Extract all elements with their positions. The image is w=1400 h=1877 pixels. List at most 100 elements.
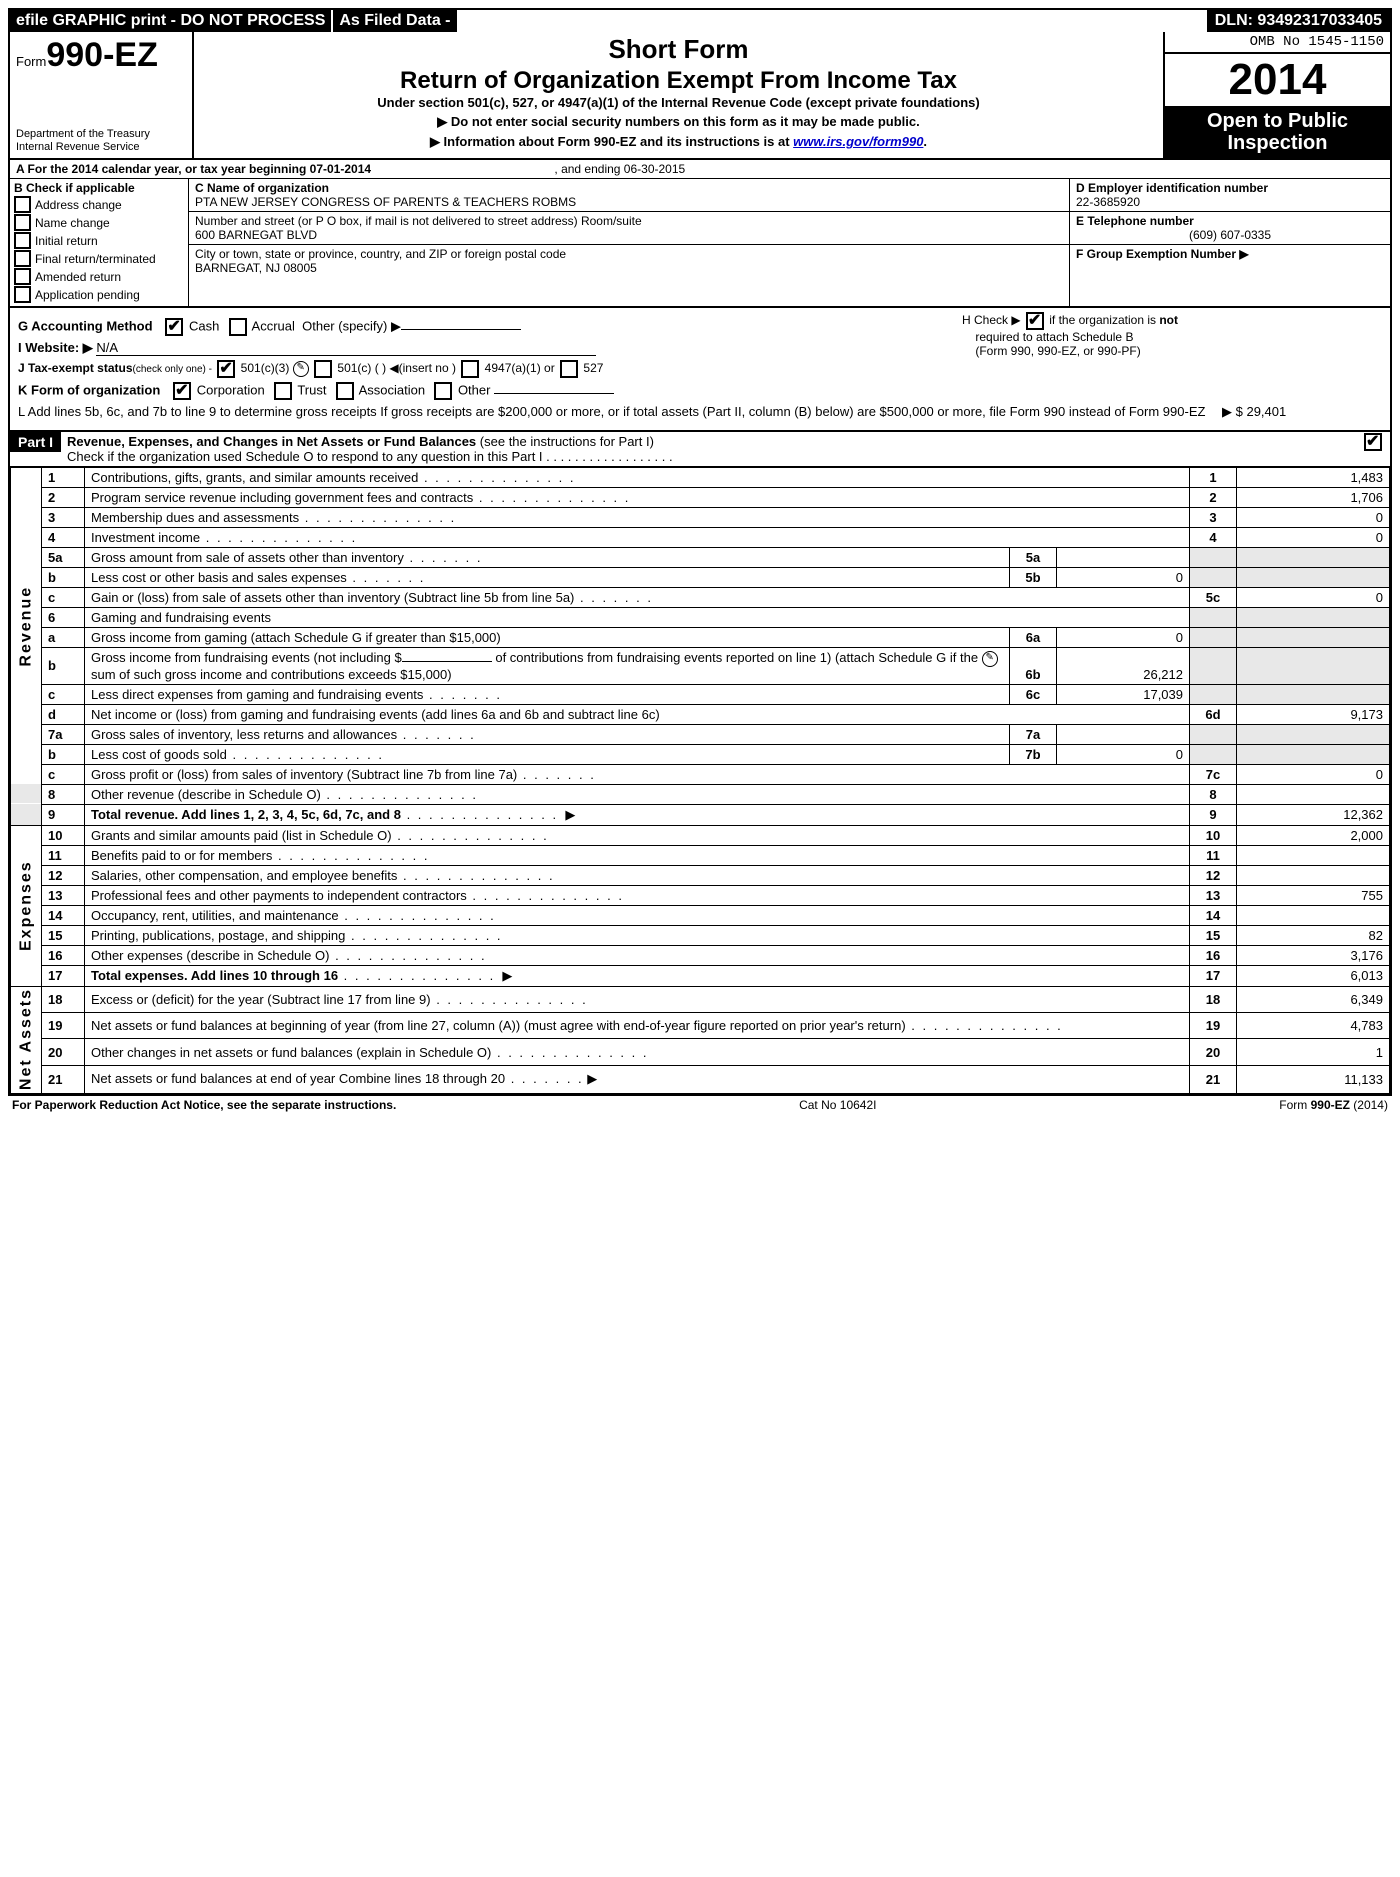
form-title: Return of Organization Exempt From Incom… [202,67,1155,95]
table-row: 19 Net assets or fund balances at beginn… [11,1013,1390,1039]
header-left: Form990-EZ Department of the Treasury In… [10,32,194,158]
j-527-checkbox[interactable] [560,360,578,378]
irs-link[interactable]: www.irs.gov/form990 [793,134,923,149]
checkbox-icon [14,214,31,231]
part1-header: Part I Revenue, Expenses, and Changes in… [10,431,1390,467]
line-value: 0 [1237,764,1390,784]
i-value: N/A [96,340,596,356]
header: Form990-EZ Department of the Treasury In… [10,32,1390,160]
line-num: 9 [42,804,85,825]
line-value: 755 [1237,885,1390,905]
tax-year: 2014 [1165,54,1390,106]
table-row: 15 Printing, publications, postage, and … [11,925,1390,945]
j-4947-checkbox[interactable] [461,360,479,378]
part1-title: Revenue, Expenses, and Changes in Net As… [67,434,476,449]
line-desc: Gross sales of inventory, less returns a… [91,727,397,742]
line-value: 1 [1237,1039,1390,1065]
omb-number: OMB No 1545-1150 [1165,32,1390,54]
note-ssn: Do not enter social security numbers on … [202,114,1155,130]
checkbox-icon [14,250,31,267]
chk-initial-return[interactable]: Initial return [14,232,184,249]
line-num: 6 [42,608,85,628]
i-label: I Website: ▶ [18,340,93,355]
c-city-label: City or town, state or province, country… [195,247,566,261]
k-trust-checkbox[interactable] [274,382,292,400]
topbar-spacer [503,10,1207,32]
row-a-ending: , and ending 06-30-2015 [554,162,685,176]
part1-scheduleo-checkbox[interactable] [1364,433,1382,451]
line-desc: Other changes in net assets or fund bala… [91,1045,491,1060]
table-row: 17 Total expenses. Add lines 10 through … [11,965,1390,986]
k-label: K Form of organization [18,382,160,397]
line-desc: Total revenue. Add lines 1, 2, 3, 4, 5c,… [91,807,401,822]
line-inval: 0 [1057,568,1190,588]
line-num: c [42,588,85,608]
row-a-label: A For the 2014 calendar year, or tax yea… [16,162,371,176]
line-desc: Benefits paid to or for members [91,848,272,863]
ghij-block: H Check ▶ if the organization is not req… [10,308,1390,431]
l-text: L Add lines 5b, 6c, and 7b to line 9 to … [18,404,1222,420]
k-corp-checkbox[interactable] [173,382,191,400]
j-b: 501(c) ( ) ◀(insert no ) [337,361,456,375]
checkbox-icon [14,232,31,249]
j-501c3-checkbox[interactable] [217,360,235,378]
chk-amended-return[interactable]: Amended return [14,268,184,285]
line-num: c [42,684,85,704]
line-desc: Professional fees and other payments to … [91,888,467,903]
note-info-prefix: Information about Form 990-EZ and its in… [444,134,794,149]
short-form-label: Short Form [202,34,1155,65]
h-checkbox[interactable] [1026,312,1044,330]
f-label: F Group Exemption Number ▶ [1076,247,1249,261]
table-row: b Less cost of goods sold 7b0 [11,744,1390,764]
line-value: 2,000 [1237,825,1390,845]
line-inval [1057,548,1190,568]
line-desc: Less cost of goods sold [91,747,227,762]
line-num: 2 [42,488,85,508]
table-row: 21 Net assets or fund balances at end of… [11,1065,1390,1093]
g-accrual: Accrual [252,318,295,333]
asfiled-label: As Filed Data - [333,10,458,32]
k-other-checkbox[interactable] [434,382,452,400]
chk-final-return[interactable]: Final return/terminated [14,250,184,267]
line-value: 0 [1237,528,1390,548]
g-cash-checkbox[interactable] [165,318,183,336]
note-info: ▶ Information about Form 990-EZ and its … [202,134,1155,150]
k-a: Corporation [197,382,265,397]
part1-note: (see the instructions for Part I) [480,434,654,449]
line-value [1237,784,1390,804]
table-row: 6 Gaming and fundraising events [11,608,1390,628]
g-accrual-checkbox[interactable] [229,318,247,336]
c-street-block: Number and street (or P O box, if mail i… [189,212,1070,245]
h-box: H Check ▶ if the organization is not req… [962,312,1382,358]
line-rlbl: 3 [1190,508,1237,528]
k-assoc-checkbox[interactable] [336,382,354,400]
asfiled-blank [459,10,503,32]
line-desc: Occupancy, rent, utilities, and maintena… [91,908,339,923]
line-value [1237,905,1390,925]
line-desc: Gaming and fundraising events [85,608,1190,628]
chk-label: Address change [35,198,122,212]
line-desc-2: of contributions from fundraising events… [495,650,978,665]
chk-application-pending[interactable]: Application pending [14,286,184,303]
chk-label: Initial return [35,234,98,248]
part1-title-block: Revenue, Expenses, and Changes in Net As… [61,432,1390,466]
k-d: Other [458,382,491,397]
link-icon[interactable]: ✎ [982,651,998,667]
j-501c-checkbox[interactable] [314,360,332,378]
line-num: 12 [42,865,85,885]
header-mid: Short Form Return of Organization Exempt… [194,32,1163,158]
table-row: 9 Total revenue. Add lines 1, 2, 3, 4, 5… [11,804,1390,825]
chk-name-change[interactable]: Name change [14,214,184,231]
h-l1: H Check ▶ [962,313,1021,327]
line-num: 11 [42,845,85,865]
chk-address-change[interactable]: Address change [14,196,184,213]
link-icon[interactable]: ✎ [293,361,309,377]
line-rlbl: 1 [1190,468,1237,488]
line-value: 3,176 [1237,945,1390,965]
footer-right: Form 990-EZ (2014) [1279,1098,1388,1112]
l-arrow: ▶ $ [1222,404,1243,419]
line-value: 0 [1237,508,1390,528]
form-no-big: 990-EZ [46,36,158,74]
line-desc: Gain or (loss) from sale of assets other… [91,590,574,605]
line-num: 4 [42,528,85,548]
